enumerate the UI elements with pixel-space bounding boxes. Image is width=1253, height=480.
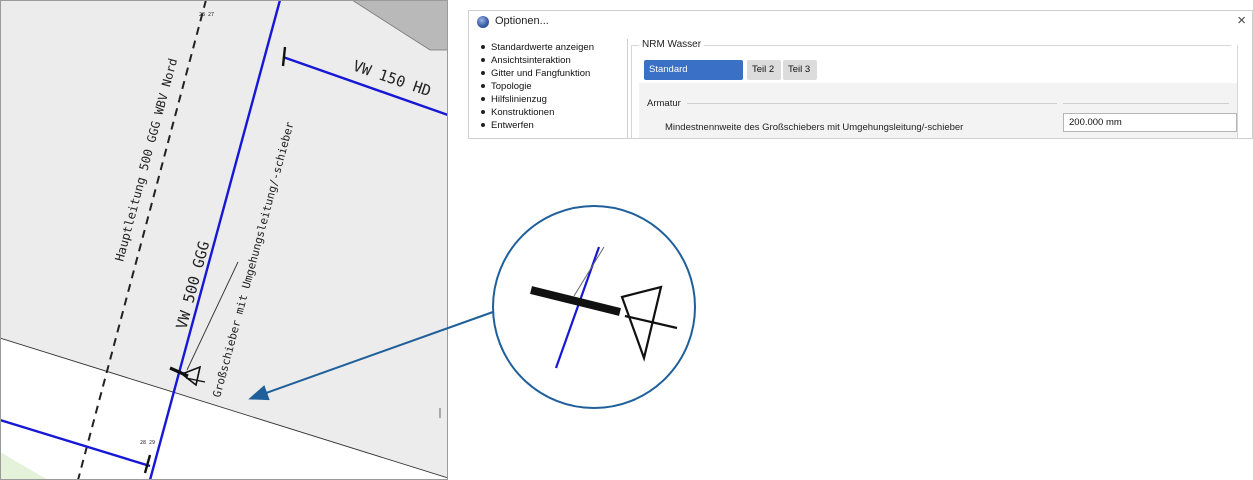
pipe-end-tick [143,454,152,474]
pipe-end-tick [281,46,287,67]
valve-symbol[interactable] [169,261,239,387]
group-border [631,45,632,138]
min-diameter-input[interactable] [1063,113,1237,132]
nav-divider [627,39,628,138]
nav-item-standardwerte[interactable]: Standardwerte anzeigen [479,41,625,54]
parcel-green [0,452,48,480]
app-globe-icon [477,16,489,28]
map-view[interactable]: Hauptleitung 500 GGG WBV Nord VW 500 GGG… [0,0,448,480]
tab-standard-einstellungen[interactable]: Standard Einstellungen [644,60,743,95]
min-diameter-label: Mindestnennweite des Großschiebers mit U… [665,122,964,133]
close-icon[interactable]: × [1237,12,1246,29]
nav-item-hilfslinienzug[interactable]: Hilfslinienzug [479,93,625,106]
main-pipe-dashed [77,0,207,480]
pipe-vw500 [148,0,282,480]
nav-item-konstruktionen[interactable]: Konstruktionen [479,106,625,119]
zoom-circle [492,205,696,409]
valve-symbol-zoomed [530,246,678,369]
group-border [631,45,1231,46]
nav-item-entwerfen[interactable]: Entwerfen [479,119,625,132]
section-divider [687,103,1057,104]
dialog-titlebar: Optionen... × [469,11,1252,33]
nav-item-gitter[interactable]: Gitter und Fangfunktion [479,67,625,80]
parcel-number-1: 28 27 [199,12,214,18]
settings-panel: Armatur Mindestnennweite des Großschiebe… [639,83,1237,138]
parcel-white [0,338,448,480]
group-border [1237,45,1238,138]
options-dialog: Optionen... × Standardwerte anzeigen Ans… [468,10,1253,139]
building [351,0,448,51]
section-label-armatur: Armatur [647,98,681,109]
parcel-number-2: 28 29 [140,440,155,446]
group-label-nrm-wasser: NRM Wasser [639,39,705,50]
pipe-branch [0,418,151,468]
pipe-vw150 [282,55,448,117]
nav-item-ansichtsinteraktion[interactable]: Ansichtsinteraktion [479,54,625,67]
section-divider [1063,103,1229,104]
tab-teil-3[interactable]: Teil 3 [783,60,817,80]
tab-teil-2[interactable]: Teil 2 [747,60,781,80]
options-nav-list: Standardwerte anzeigen Ansichtsinterakti… [479,41,625,138]
dialog-title: Optionen... [495,15,549,27]
parcel-boundary [0,337,448,479]
nav-item-topologie[interactable]: Topologie [479,80,625,93]
